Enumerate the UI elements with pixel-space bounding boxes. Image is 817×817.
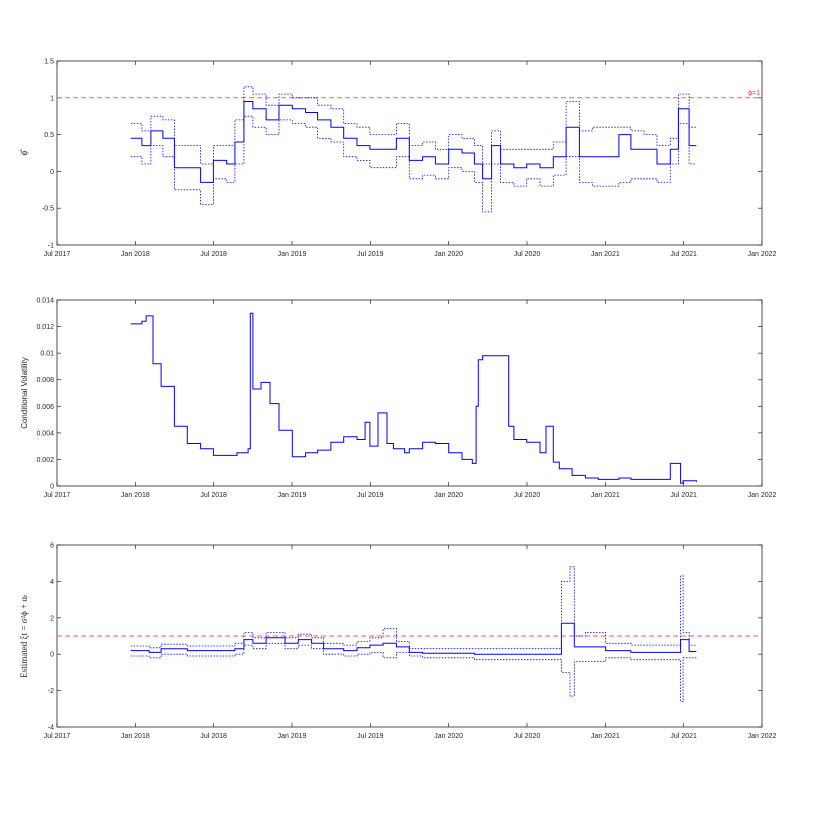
chart-panel-2: Jul 2017 Jan 2018 Jul 2018 Jan 2019 Jul 2019… bbox=[20, 298, 777, 500]
x-tick-label: Jan 2021 bbox=[591, 733, 620, 740]
x-tick-label: Jul 2021 bbox=[670, 251, 697, 258]
x-tick-label: Jan 2022 bbox=[748, 251, 777, 258]
y-tick-label: 0 bbox=[50, 484, 54, 491]
x-tick-label: Jul 2019 bbox=[357, 733, 384, 740]
y-tick-label: 0.002 bbox=[36, 457, 54, 464]
chart-panel-3: Jul 2017 Jan 2018 Jul 2018 Jan 2019 Jul 2019… bbox=[19, 543, 777, 741]
axes-box bbox=[56, 299, 763, 487]
x-tick-label: Jan 2019 bbox=[278, 492, 307, 499]
x-tick-label: Jul 2018 bbox=[200, 733, 227, 740]
x-tick-label: Jan 2018 bbox=[121, 251, 150, 258]
x-tick-label: Jul 2017 bbox=[44, 733, 71, 740]
y-axis-label: ϕ̂ bbox=[19, 149, 29, 156]
y-tick-label: 0.012 bbox=[36, 324, 54, 331]
x-tick-label: Jan 2022 bbox=[748, 733, 777, 740]
x-tick-label: Jul 2018 bbox=[200, 251, 227, 258]
confidence-band-line bbox=[130, 115, 697, 213]
x-tick-label: Jul 2020 bbox=[514, 733, 541, 740]
x-tick-label: Jan 2020 bbox=[434, 733, 463, 740]
x-tick-label: Jul 2017 bbox=[44, 492, 71, 499]
y-tick-label: 2 bbox=[50, 615, 54, 622]
series-line bbox=[130, 312, 697, 484]
y-tick-label: 1.5 bbox=[44, 59, 54, 66]
x-tick-label: Jan 2019 bbox=[278, 251, 307, 258]
x-tick-label: Jul 2020 bbox=[514, 251, 541, 258]
y-tick-label: -0.5 bbox=[42, 206, 54, 213]
y-tick-label: 0.014 bbox=[36, 298, 54, 305]
y-axis-label: Conditional Volatility bbox=[20, 357, 29, 429]
series-line bbox=[130, 101, 697, 183]
x-tick-label: Jan 2021 bbox=[591, 251, 620, 258]
y-tick-label: 4 bbox=[50, 579, 54, 586]
y-tick-label: 0.5 bbox=[44, 132, 54, 139]
x-tick-label: Jan 2020 bbox=[434, 492, 463, 499]
reference-line-label: ϕ=1 bbox=[748, 90, 760, 97]
series-line bbox=[130, 622, 697, 655]
y-tick-label: -2 bbox=[48, 688, 54, 695]
y-tick-label: 0 bbox=[50, 169, 54, 176]
x-tick-label: Jan 2022 bbox=[748, 492, 777, 499]
x-tick-label: Jan 2018 bbox=[121, 733, 150, 740]
x-tick-label: Jan 2019 bbox=[278, 733, 307, 740]
y-tick-label: 0 bbox=[50, 652, 54, 659]
x-tick-label: Jul 2017 bbox=[44, 251, 71, 258]
y-tick-label: -4 bbox=[48, 725, 54, 732]
x-tick-label: Jan 2021 bbox=[591, 492, 620, 499]
x-tick-label: Jul 2021 bbox=[670, 492, 697, 499]
confidence-band-line bbox=[130, 86, 697, 165]
y-tick-label: 0.006 bbox=[36, 404, 54, 411]
axes-box bbox=[56, 60, 763, 246]
y-tick-label: 0.004 bbox=[36, 430, 54, 437]
x-tick-label: Jan 2018 bbox=[121, 492, 150, 499]
y-axis-label: Estimated ξt = σ²ϕ + αₜ bbox=[19, 594, 29, 678]
y-tick-label: 0.008 bbox=[36, 377, 54, 384]
x-tick-label: Jan 2020 bbox=[434, 251, 463, 258]
chart-panel-1: Jul 2017 Jan 2018 Jul 2018 Jan 2019 Jul 2019… bbox=[19, 59, 777, 259]
y-tick-label: 1 bbox=[50, 95, 54, 102]
confidence-band-line bbox=[130, 566, 697, 650]
x-tick-label: Jul 2021 bbox=[670, 733, 697, 740]
y-tick-label: -1 bbox=[48, 243, 54, 250]
x-tick-label: Jul 2019 bbox=[357, 492, 384, 499]
x-tick-label: Jul 2018 bbox=[200, 492, 227, 499]
y-tick-label: 6 bbox=[50, 543, 54, 550]
x-tick-label: Jul 2019 bbox=[357, 251, 384, 258]
x-tick-label: Jul 2020 bbox=[514, 492, 541, 499]
y-tick-label: 0.01 bbox=[40, 351, 54, 358]
